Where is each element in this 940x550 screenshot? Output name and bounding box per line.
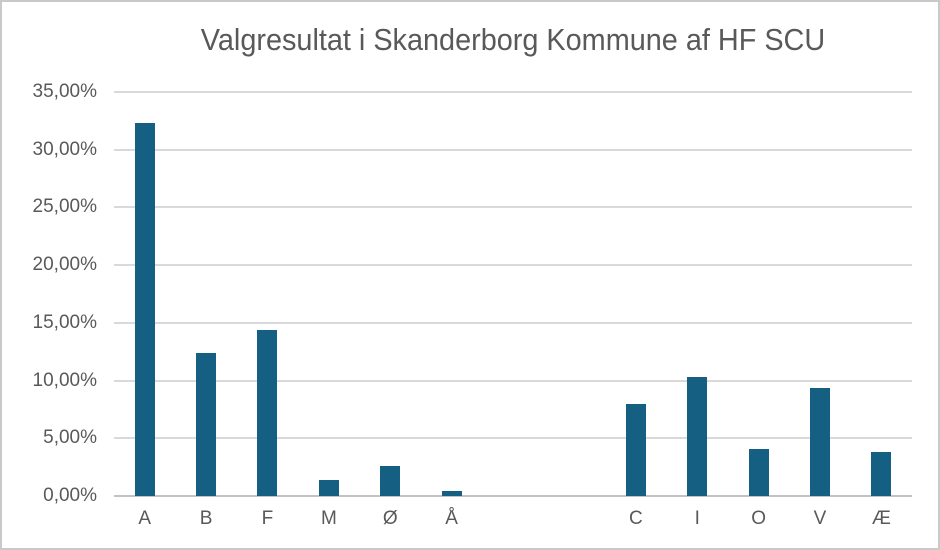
bar-slot — [114, 92, 175, 496]
bar-B — [196, 352, 217, 496]
x-category-label-empty — [544, 504, 605, 534]
y-tick-label: 15,00% — [32, 311, 97, 333]
gridline — [114, 148, 912, 151]
x-category-label-M: M — [320, 508, 337, 529]
y-tick-label: 0,00% — [43, 485, 97, 506]
gridline — [114, 379, 912, 382]
bar-Æ — [871, 452, 892, 496]
x-axis-line — [114, 495, 912, 497]
bar-slot — [605, 92, 666, 496]
x-category-label-empty — [482, 504, 543, 534]
bar-slot — [482, 92, 543, 496]
x-category-label-F: F — [261, 508, 274, 529]
bar-slot — [298, 92, 359, 496]
x-category-label-Æ: Æ — [871, 508, 891, 529]
chart-title: Valgresultat i Skanderborg Kommune af HF… — [200, 22, 826, 57]
bar-Å — [441, 491, 462, 496]
gridline — [114, 206, 912, 209]
bar-I — [687, 377, 708, 496]
y-tick-label: 5,00% — [43, 427, 97, 449]
x-category-label-I: I — [694, 508, 700, 529]
plot-area — [114, 91, 912, 497]
bar-slot — [360, 92, 421, 496]
y-axis: 35,00% 30,00% 25,00% 20,00% 15,00% 10,00% 5,00… — [2, 81, 97, 506]
gridline — [114, 264, 912, 267]
bar-slot — [789, 92, 850, 496]
x-category-label-B: B — [199, 508, 213, 529]
x-category-label-A: A — [138, 508, 152, 529]
bar-slot — [851, 92, 912, 496]
x-category-label-Å: Å — [445, 508, 458, 529]
y-tick-label: 10,00% — [32, 369, 97, 391]
bars-layer — [114, 92, 912, 496]
bar-M — [318, 479, 339, 496]
bar-slot — [667, 92, 728, 496]
gridline — [114, 91, 912, 93]
bar-C — [625, 403, 646, 496]
bar-slot — [237, 92, 298, 496]
gridline — [114, 321, 912, 324]
y-tick-label: 25,00% — [32, 196, 97, 218]
y-tick-label: 20,00% — [32, 254, 97, 276]
y-tick-label: 35,00% — [32, 81, 97, 102]
bar-slot — [175, 92, 236, 496]
x-category-label-O: O — [751, 508, 766, 529]
bar-Ø — [380, 466, 401, 496]
bar-F — [257, 329, 278, 496]
bar-O — [748, 448, 769, 496]
bar-slot — [728, 92, 789, 496]
x-category-label-C: C — [628, 508, 643, 529]
x-category-label-V: V — [813, 508, 827, 529]
y-tick-label: 30,00% — [32, 138, 97, 160]
gridline — [114, 437, 912, 440]
bar-slot — [544, 92, 605, 496]
bar-V — [809, 387, 830, 496]
x-category-label-Ø: Ø — [382, 508, 398, 529]
bar-A — [134, 123, 155, 496]
bar-slot — [421, 92, 482, 496]
